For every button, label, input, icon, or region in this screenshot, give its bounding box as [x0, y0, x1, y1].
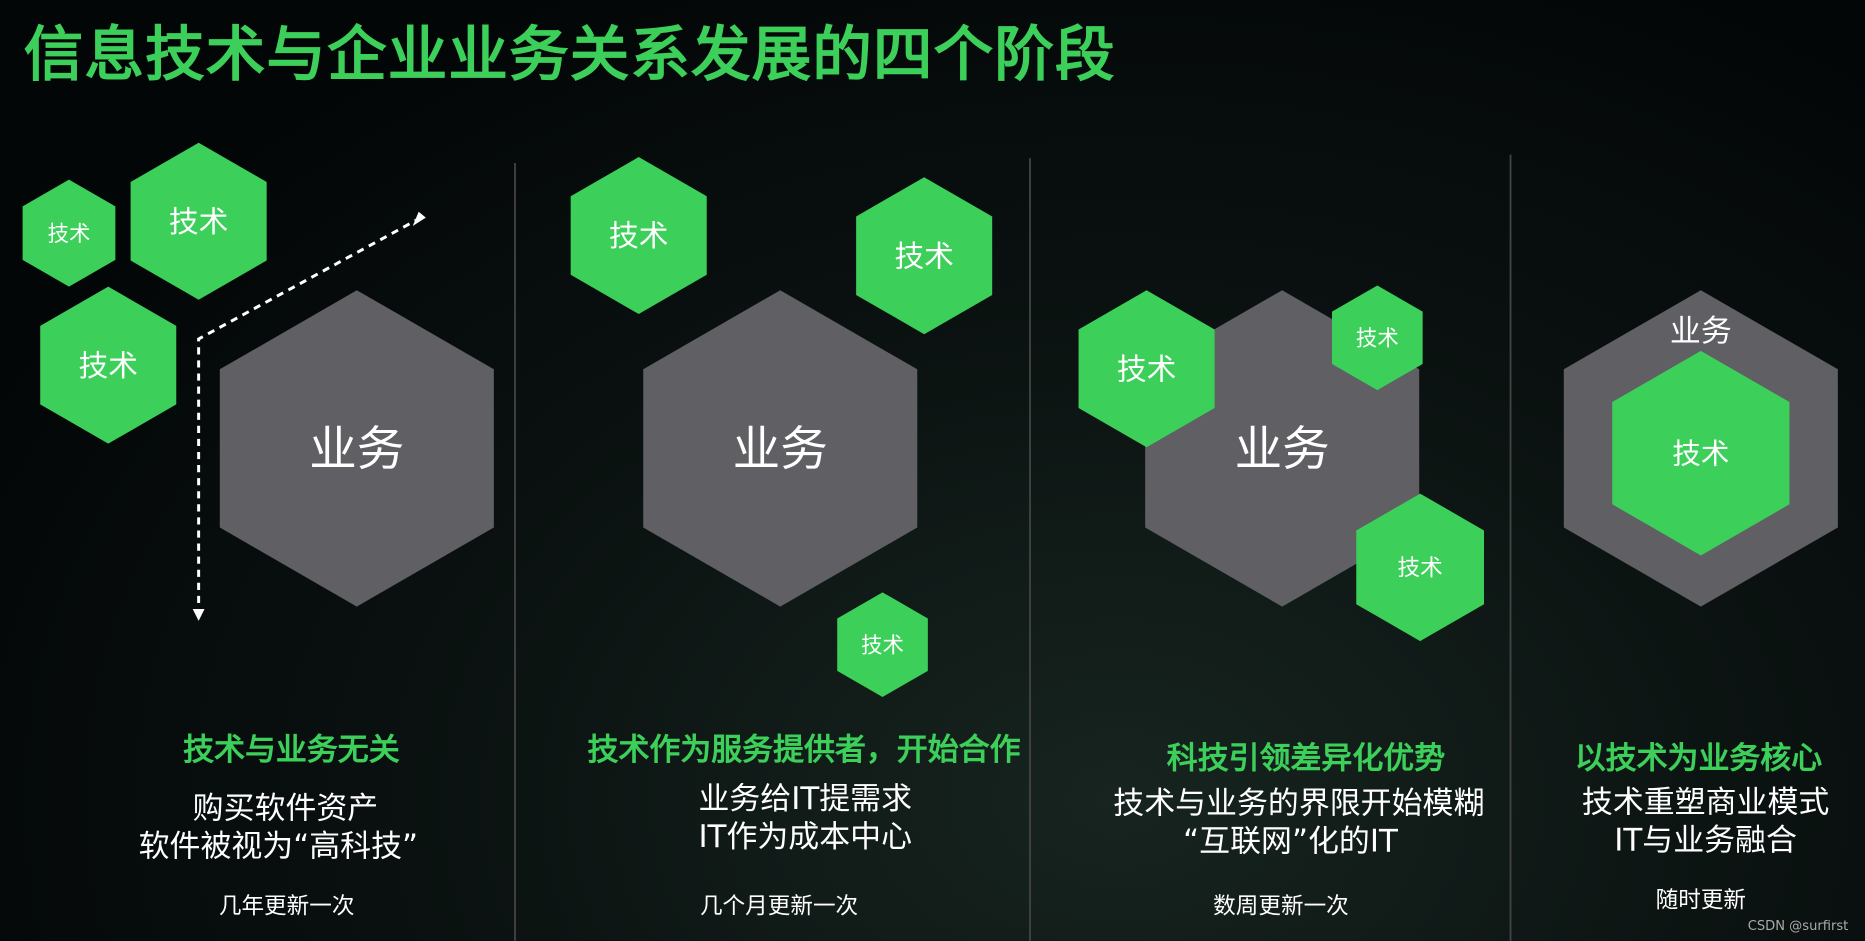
business-label: 业务: [733, 423, 828, 478]
business-hexagon: [643, 290, 918, 607]
business-hexagon: [219, 290, 494, 607]
tech-label: 技术: [894, 239, 953, 274]
stage-4-line: IT与业务融合: [1614, 823, 1797, 859]
tech-label: 技术: [79, 349, 138, 384]
tech-label: 技术: [1356, 326, 1399, 351]
tech-label: 技术: [1398, 555, 1443, 581]
stage-1-frequency: 几年更新一次: [218, 893, 355, 920]
stage-3-frequency: 数周更新一次: [1213, 893, 1349, 920]
tech-hexagon: [1332, 285, 1423, 391]
tech-hexagon: [837, 592, 928, 697]
stage-4-line: 技术重塑商业模式: [1581, 785, 1830, 821]
stage-1-heading: 技术与业务无关: [183, 732, 400, 769]
tech-label: 技术: [861, 633, 904, 658]
stage-3-heading: 科技引领差异化优势: [1166, 740, 1446, 777]
stage-2-frequency: 几个月更新一次: [699, 893, 859, 920]
tech-hexagon: [130, 142, 267, 300]
stage-4-frequency: 随时更新: [1655, 887, 1747, 914]
tech-label: 技术: [1672, 437, 1729, 470]
business-label: 业务: [1235, 423, 1330, 478]
stage-2-line: 业务给IT提需求: [698, 781, 913, 818]
tech-hexagon: [1078, 290, 1215, 448]
stage-3-line: “互联网”化的IT: [1183, 824, 1398, 860]
tech-hexagon: [40, 286, 177, 444]
stage-3-line: 技术与业务的界限开始模糊: [1113, 786, 1485, 822]
tech-hexagon: [856, 177, 993, 335]
business-label: 业务: [309, 423, 404, 478]
watermark: CSDN @surfirst: [1747, 918, 1849, 934]
arrow-head-icon: [192, 608, 205, 621]
tech-hexagon: [1612, 350, 1790, 556]
stage-2-line: IT作为成本中心: [698, 819, 913, 856]
tech-label: 技术: [169, 205, 228, 240]
dashed-arrow: [197, 217, 420, 617]
business-label: 业务: [1670, 313, 1732, 349]
stage-1-line: 软件被视为“高科技”: [138, 829, 419, 865]
tech-label: 技术: [1117, 352, 1176, 387]
tech-hexagon: [570, 157, 707, 315]
stage-4-heading: 以技术为业务核心: [1574, 740, 1823, 777]
tech-label: 技术: [48, 222, 91, 247]
stage-2-heading: 技术作为服务提供者，开始合作: [587, 732, 1021, 769]
tech-label: 技术: [609, 219, 668, 254]
stage-1-line: 购买软件资产: [192, 790, 379, 827]
page-title: 信息技术与企业业务关系发展的四个阶段: [23, 20, 1116, 90]
arrow-head-icon: [412, 211, 426, 226]
tech-hexagon: [22, 179, 116, 287]
tech-hexagon: [1356, 493, 1485, 642]
